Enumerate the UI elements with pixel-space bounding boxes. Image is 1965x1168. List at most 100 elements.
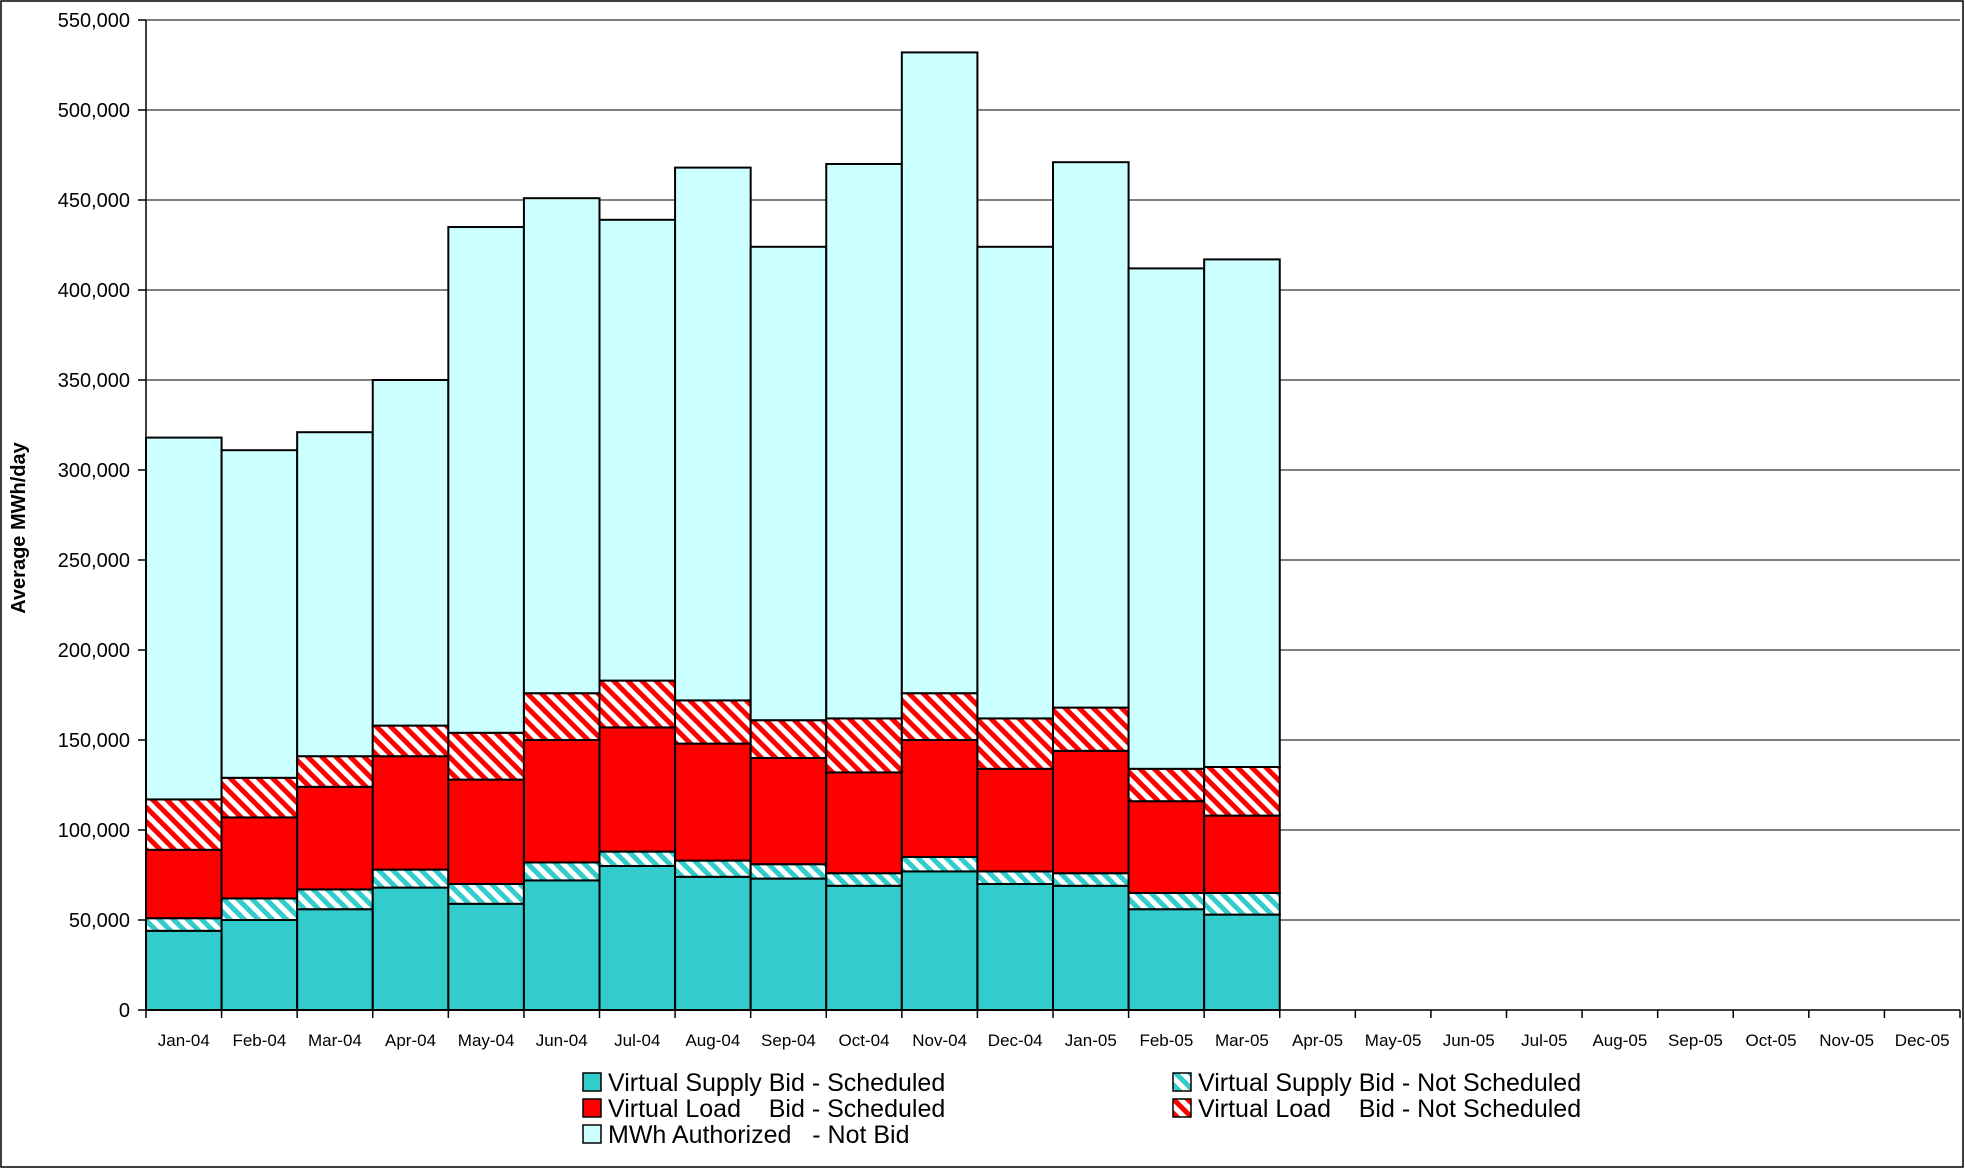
bar-segment-3 — [1052, 749, 1130, 875]
bar-segment-3 — [447, 778, 525, 885]
y-tick-label: 0 — [119, 1000, 130, 1022]
bar-segment-3 — [220, 816, 299, 900]
axes: 0 50,000 100,000 150,000 200,000 250,000 300,0… — [58, 10, 1961, 1050]
y-tick-label: 150,000 — [58, 730, 130, 752]
bar-segment-1 — [220, 919, 299, 1011]
bar-segment-5 — [674, 166, 752, 702]
x-tick-label: Sep-04 — [761, 1031, 816, 1050]
legend-swatch — [582, 1098, 602, 1118]
bar-segment-1 — [371, 886, 450, 1011]
x-tick-label: Nov-04 — [912, 1031, 967, 1050]
bar-segment-3 — [674, 742, 752, 862]
bar-segment-2 — [749, 863, 828, 880]
bar-segment-4 — [447, 731, 525, 781]
bar-segment-5 — [900, 51, 979, 695]
x-tick-label: May-04 — [458, 1031, 515, 1050]
bar-segment-2 — [371, 868, 450, 889]
bar-segment-5 — [825, 163, 903, 720]
x-tick-label: Dec-05 — [1895, 1031, 1950, 1050]
bar-segment-3 — [1203, 814, 1281, 894]
y-axis-label: Average MWh/day — [8, 441, 30, 613]
bar-segment-5 — [447, 226, 525, 734]
x-tick-label: Oct-04 — [839, 1031, 890, 1050]
bar-segment-3 — [976, 767, 1055, 873]
x-tick-label: Jun-05 — [1443, 1031, 1495, 1050]
x-tick-label: Aug-04 — [685, 1031, 740, 1050]
bar-segment-5 — [1052, 161, 1130, 709]
bar-segment-5 — [598, 218, 677, 682]
bar-segment-3 — [1127, 800, 1206, 895]
bar-segment-3 — [145, 848, 223, 920]
bar-segment-4 — [1203, 766, 1281, 817]
y-tick-label: 550,000 — [58, 10, 130, 32]
x-tick-label: Jun-04 — [536, 1031, 588, 1050]
x-tick-label: Jan-05 — [1065, 1031, 1117, 1050]
bar-segment-1 — [749, 877, 828, 1011]
x-tick-label: Dec-04 — [988, 1031, 1043, 1050]
bar-segment-3 — [371, 755, 450, 871]
y-tick-label: 450,000 — [58, 190, 130, 212]
x-tick-label: May-05 — [1365, 1031, 1422, 1050]
legend-label: Virtual Supply Bid - Scheduled — [608, 1069, 945, 1097]
x-tick-label: Apr-05 — [1292, 1031, 1343, 1050]
y-tick-label: 250,000 — [58, 550, 130, 572]
x-tick-label: Apr-04 — [385, 1031, 436, 1050]
bar-segment-4 — [145, 798, 223, 851]
bar-segment-4 — [522, 692, 601, 742]
legend-swatch — [582, 1072, 602, 1092]
bar-segment-2 — [900, 856, 979, 873]
bar-segment-4 — [900, 692, 979, 742]
bar-segment-4 — [220, 776, 299, 819]
bar-segment-2 — [220, 897, 299, 922]
bar-segment-3 — [825, 771, 903, 875]
y-tick-label: 500,000 — [58, 100, 130, 122]
bar-segment-1 — [900, 870, 979, 1012]
y-tick-label: 350,000 — [58, 370, 130, 392]
bar-segment-3 — [900, 739, 979, 858]
y-tick-label: 300,000 — [58, 460, 130, 482]
bar-segment-1 — [674, 875, 752, 1011]
x-tick-label: Mar-04 — [308, 1031, 362, 1050]
bar-segment-2 — [598, 850, 677, 867]
bar-segment-1 — [825, 884, 903, 1011]
bar-segment-5 — [1127, 267, 1206, 770]
bar-segment-2 — [522, 861, 601, 882]
x-tick-label: Feb-04 — [232, 1031, 286, 1050]
bar-segment-1 — [598, 865, 677, 1011]
bar-segment-2 — [296, 888, 374, 911]
bar-segment-3 — [598, 726, 677, 853]
bar-segment-5 — [296, 431, 374, 758]
legend-label: Virtual Load Bid - Not Scheduled — [1198, 1095, 1581, 1123]
bar-segment-2 — [1203, 892, 1281, 916]
x-tick-label: Mar-05 — [1215, 1031, 1269, 1050]
bar-segment-4 — [749, 719, 828, 760]
x-tick-label: Jul-04 — [614, 1031, 660, 1050]
bar-segment-3 — [296, 785, 374, 891]
bar-segment-1 — [1052, 884, 1130, 1011]
legend-label: Virtual Supply Bid - Not Scheduled — [1198, 1069, 1581, 1097]
bar-segment-1 — [296, 908, 374, 1012]
x-tick-label: Sep-05 — [1668, 1031, 1723, 1050]
bar-segment-2 — [1052, 872, 1130, 887]
bar-segment-1 — [522, 879, 601, 1012]
bar-segment-2 — [447, 883, 525, 905]
legend-swatch — [1172, 1072, 1192, 1092]
bar-segment-5 — [145, 436, 223, 801]
x-tick-label: Jan-04 — [158, 1031, 210, 1050]
legend-label: Virtual Load Bid - Scheduled — [608, 1095, 945, 1123]
legend-label: MWh Authorized - Not Bid — [608, 1121, 910, 1149]
bars — [145, 51, 1281, 1012]
bar-segment-2 — [674, 859, 752, 878]
bar-segment-2 — [976, 870, 1055, 886]
bar-segment-1 — [145, 929, 223, 1011]
bar-segment-1 — [1203, 913, 1281, 1011]
bar-segment-1 — [1127, 908, 1206, 1012]
bar-segment-2 — [145, 917, 223, 932]
bar-segment-5 — [220, 449, 299, 779]
bar-segment-2 — [825, 872, 903, 887]
x-tick-label: Jul-05 — [1521, 1031, 1567, 1050]
bar-segment-5 — [522, 197, 601, 695]
bar-segment-4 — [598, 679, 677, 729]
